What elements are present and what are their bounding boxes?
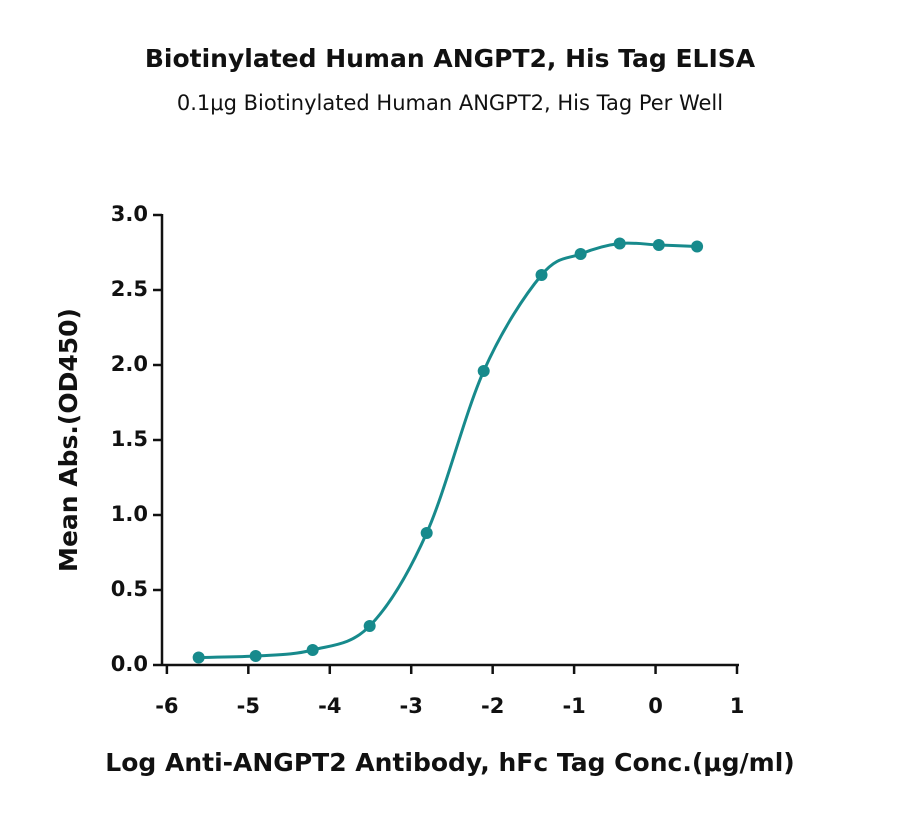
data-point bbox=[613, 237, 626, 250]
data-point bbox=[574, 248, 587, 260]
x-tick-label: -4 bbox=[318, 694, 341, 718]
chart-subtitle: 0.1μg Biotinylated Human ANGPT2, His Tag… bbox=[177, 91, 723, 115]
data-point bbox=[691, 240, 704, 253]
x-tick-label: -5 bbox=[237, 694, 260, 718]
y-tick-label: 2.5 bbox=[111, 277, 148, 301]
data-point bbox=[363, 620, 376, 632]
y-axis-label: Mean Abs.(OD450) bbox=[54, 308, 83, 572]
fit-curve bbox=[198, 241, 698, 659]
data-point bbox=[477, 365, 490, 377]
y-tick-label: 1.0 bbox=[111, 502, 148, 526]
x-tick-label: -2 bbox=[481, 694, 504, 718]
y-tick-label: 0.5 bbox=[111, 577, 148, 601]
data-point bbox=[192, 651, 205, 664]
x-tick-label: -1 bbox=[562, 694, 585, 718]
data-point bbox=[535, 269, 548, 281]
data-point bbox=[420, 527, 433, 539]
data-point bbox=[306, 644, 319, 656]
x-tick-label: -6 bbox=[155, 694, 178, 718]
x-tick-label: 0 bbox=[648, 694, 663, 718]
y-tick-label: 0.0 bbox=[111, 652, 148, 676]
y-tick-label: 2.0 bbox=[111, 352, 148, 376]
y-tick-label: 1.5 bbox=[111, 427, 148, 451]
data-point bbox=[652, 239, 665, 251]
x-tick-label: 1 bbox=[730, 694, 745, 718]
y-tick-label: 3.0 bbox=[111, 202, 148, 226]
data-point bbox=[249, 650, 262, 662]
x-axis-label: Log Anti-ANGPT2 Antibody, hFc Tag Conc.(… bbox=[105, 748, 794, 777]
chart-title: Biotinylated Human ANGPT2, His Tag ELISA bbox=[145, 44, 756, 73]
x-tick-label: -3 bbox=[400, 694, 423, 718]
